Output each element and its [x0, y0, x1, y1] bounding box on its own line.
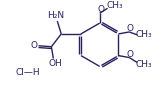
Text: CH₃: CH₃ — [106, 1, 123, 10]
Text: H₂N: H₂N — [47, 11, 64, 20]
Text: O: O — [31, 41, 38, 50]
Text: CH₃: CH₃ — [136, 30, 152, 39]
Text: O: O — [97, 5, 104, 14]
Text: O: O — [127, 50, 134, 59]
Text: Cl—H: Cl—H — [15, 68, 40, 77]
Text: CH₃: CH₃ — [136, 60, 152, 69]
Text: OH: OH — [48, 59, 62, 68]
Text: O: O — [127, 25, 134, 33]
